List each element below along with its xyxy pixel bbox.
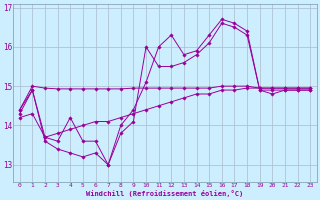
- X-axis label: Windchill (Refroidissement éolien,°C): Windchill (Refroidissement éolien,°C): [86, 190, 244, 197]
